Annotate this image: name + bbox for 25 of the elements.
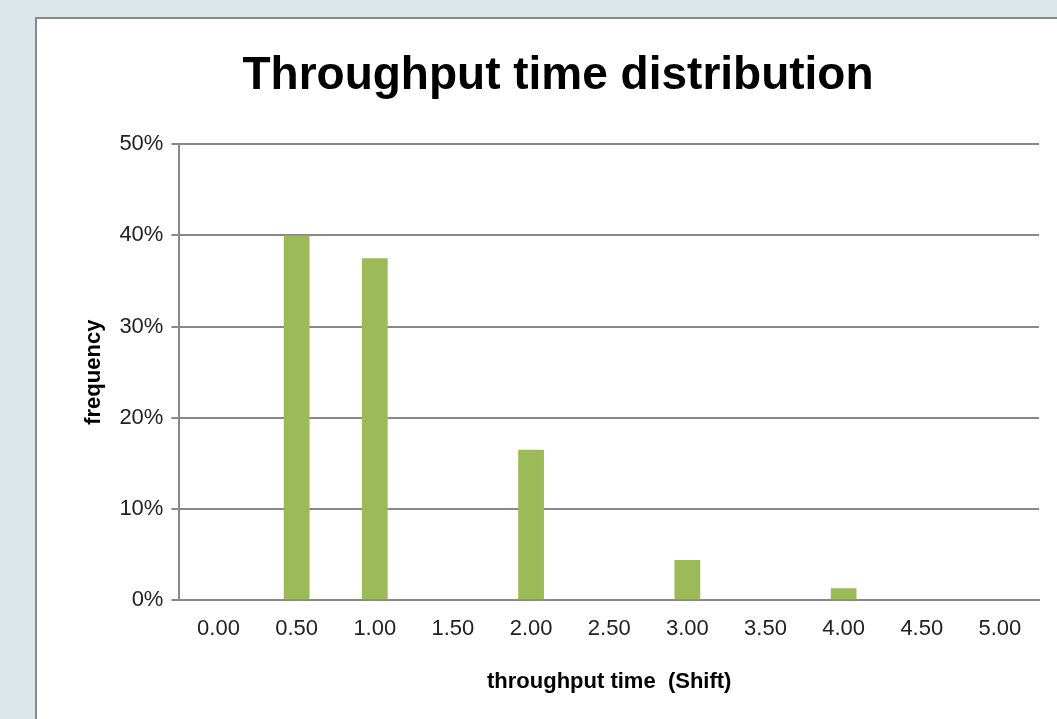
y-tick-label: 50% [119,130,164,156]
y-tick-label: 30% [119,312,164,338]
x-tick-label: 2.50 [587,615,631,641]
x-tick-label: 0.00 [197,615,240,641]
x-tick-label: 4.00 [822,615,866,641]
x-tick-label: 5.00 [978,615,1022,641]
y-tick-label: 0% [131,586,164,612]
x-tick-label: 4.50 [900,615,944,641]
x-tick-label: 0.50 [275,615,319,641]
bar [283,235,310,600]
bar [674,560,701,600]
chart-title: Throughput time distribution [242,47,874,100]
y-tick-label: 20% [119,403,164,429]
bar [830,588,857,600]
x-tick-label: 1.50 [431,615,475,641]
x-tick-label: 2.00 [509,615,553,641]
x-axis-title: throughput time (Shift) [487,667,732,693]
bar [361,258,388,600]
y-tick-label: 10% [119,495,164,521]
bar [518,449,544,600]
y-tick-label: 40% [119,221,164,247]
x-tick-label: 3.00 [665,615,709,641]
x-tick-label: 3.50 [744,615,787,641]
x-tick-label: 1.00 [353,615,397,641]
y-axis-title: frequency [80,318,106,425]
